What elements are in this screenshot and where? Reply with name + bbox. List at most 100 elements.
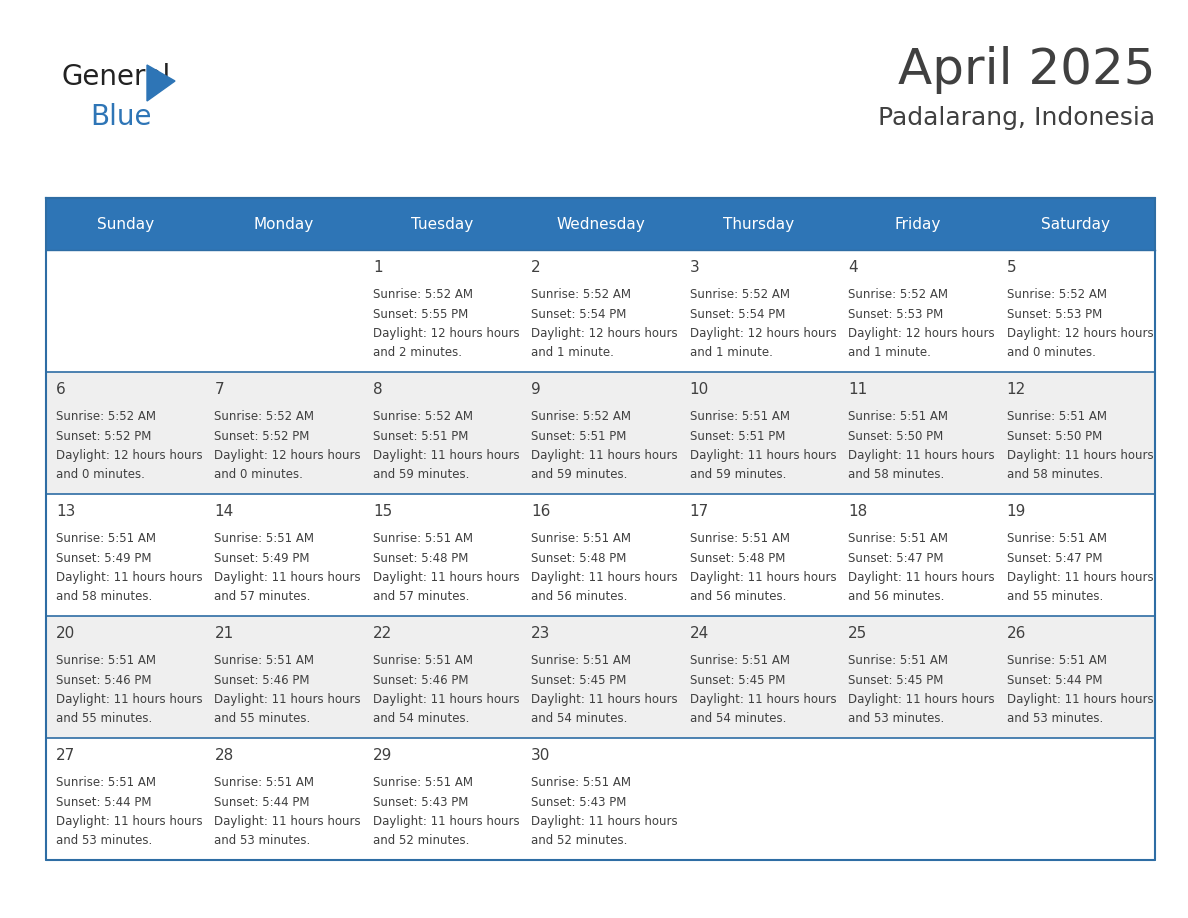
- Text: 30: 30: [531, 748, 551, 763]
- Text: Daylight: 12 hours hours: Daylight: 12 hours hours: [214, 449, 361, 462]
- Polygon shape: [147, 65, 175, 101]
- Bar: [362, 198, 522, 250]
- Text: Monday: Monday: [253, 217, 314, 231]
- Text: Sunset: 5:48 PM: Sunset: 5:48 PM: [690, 552, 785, 565]
- Text: Daylight: 11 hours hours: Daylight: 11 hours hours: [1006, 693, 1154, 706]
- Text: and 1 minute.: and 1 minute.: [848, 346, 931, 360]
- Text: and 56 minutes.: and 56 minutes.: [531, 590, 627, 603]
- Text: Sunset: 5:49 PM: Sunset: 5:49 PM: [214, 552, 310, 565]
- Text: Daylight: 11 hours hours: Daylight: 11 hours hours: [848, 693, 994, 706]
- Text: and 54 minutes.: and 54 minutes.: [531, 712, 627, 725]
- Text: Sunrise: 5:52 AM: Sunrise: 5:52 AM: [848, 288, 948, 301]
- Text: 25: 25: [848, 626, 867, 641]
- Text: Sunrise: 5:51 AM: Sunrise: 5:51 AM: [848, 410, 948, 423]
- Text: Sunset: 5:48 PM: Sunset: 5:48 PM: [531, 552, 626, 565]
- Text: 7: 7: [214, 382, 225, 397]
- Text: Sunset: 5:51 PM: Sunset: 5:51 PM: [690, 430, 785, 442]
- Bar: [839, 198, 997, 250]
- Text: Sunset: 5:44 PM: Sunset: 5:44 PM: [1006, 674, 1102, 687]
- Text: Daylight: 11 hours hours: Daylight: 11 hours hours: [690, 693, 836, 706]
- Text: Sunset: 5:53 PM: Sunset: 5:53 PM: [1006, 308, 1101, 320]
- Text: and 59 minutes.: and 59 minutes.: [531, 468, 627, 482]
- Text: Sunrise: 5:51 AM: Sunrise: 5:51 AM: [531, 776, 631, 789]
- Text: Friday: Friday: [895, 217, 941, 231]
- Bar: [46, 250, 1155, 372]
- Text: 29: 29: [373, 748, 392, 763]
- Text: Sunset: 5:43 PM: Sunset: 5:43 PM: [531, 796, 626, 809]
- Text: 17: 17: [690, 504, 709, 519]
- Bar: [46, 738, 1155, 860]
- Text: Sunrise: 5:51 AM: Sunrise: 5:51 AM: [56, 776, 156, 789]
- Bar: [46, 198, 204, 250]
- Text: Sunrise: 5:51 AM: Sunrise: 5:51 AM: [214, 532, 315, 545]
- Text: Daylight: 12 hours hours: Daylight: 12 hours hours: [56, 449, 203, 462]
- Text: and 57 minutes.: and 57 minutes.: [373, 590, 469, 603]
- Text: 8: 8: [373, 382, 383, 397]
- Text: and 54 minutes.: and 54 minutes.: [690, 712, 786, 725]
- Text: and 53 minutes.: and 53 minutes.: [214, 834, 311, 847]
- Text: Daylight: 11 hours hours: Daylight: 11 hours hours: [1006, 571, 1154, 584]
- Text: and 55 minutes.: and 55 minutes.: [56, 712, 152, 725]
- Text: 15: 15: [373, 504, 392, 519]
- Text: and 59 minutes.: and 59 minutes.: [373, 468, 469, 482]
- Text: Daylight: 11 hours hours: Daylight: 11 hours hours: [373, 571, 519, 584]
- Text: 20: 20: [56, 626, 75, 641]
- Text: 1: 1: [373, 260, 383, 275]
- Text: Sunset: 5:48 PM: Sunset: 5:48 PM: [373, 552, 468, 565]
- Text: Sunset: 5:53 PM: Sunset: 5:53 PM: [848, 308, 943, 320]
- Text: Daylight: 11 hours hours: Daylight: 11 hours hours: [848, 571, 994, 584]
- Text: Sunset: 5:54 PM: Sunset: 5:54 PM: [531, 308, 626, 320]
- Text: Sunrise: 5:52 AM: Sunrise: 5:52 AM: [690, 288, 790, 301]
- Text: Daylight: 11 hours hours: Daylight: 11 hours hours: [531, 815, 678, 828]
- Text: and 53 minutes.: and 53 minutes.: [56, 834, 152, 847]
- Text: Sunrise: 5:51 AM: Sunrise: 5:51 AM: [214, 776, 315, 789]
- Text: Sunset: 5:50 PM: Sunset: 5:50 PM: [1006, 430, 1101, 442]
- Text: Sunset: 5:45 PM: Sunset: 5:45 PM: [690, 674, 785, 687]
- Text: and 55 minutes.: and 55 minutes.: [1006, 590, 1102, 603]
- Text: and 54 minutes.: and 54 minutes.: [373, 712, 469, 725]
- Text: and 56 minutes.: and 56 minutes.: [690, 590, 786, 603]
- Text: Daylight: 11 hours hours: Daylight: 11 hours hours: [690, 449, 836, 462]
- Text: Sunrise: 5:51 AM: Sunrise: 5:51 AM: [531, 654, 631, 667]
- Text: 9: 9: [531, 382, 541, 397]
- Text: Sunset: 5:43 PM: Sunset: 5:43 PM: [373, 796, 468, 809]
- Text: April 2025: April 2025: [897, 46, 1155, 94]
- Text: Daylight: 11 hours hours: Daylight: 11 hours hours: [214, 693, 361, 706]
- Text: and 0 minutes.: and 0 minutes.: [214, 468, 303, 482]
- Text: Sunrise: 5:51 AM: Sunrise: 5:51 AM: [531, 532, 631, 545]
- Text: Daylight: 12 hours hours: Daylight: 12 hours hours: [690, 327, 836, 340]
- Text: Sunset: 5:55 PM: Sunset: 5:55 PM: [373, 308, 468, 320]
- Text: Daylight: 11 hours hours: Daylight: 11 hours hours: [531, 571, 678, 584]
- Text: Sunrise: 5:51 AM: Sunrise: 5:51 AM: [373, 654, 473, 667]
- Text: Daylight: 11 hours hours: Daylight: 11 hours hours: [690, 571, 836, 584]
- Text: Saturday: Saturday: [1042, 217, 1111, 231]
- Text: and 2 minutes.: and 2 minutes.: [373, 346, 462, 360]
- Text: Daylight: 11 hours hours: Daylight: 11 hours hours: [56, 693, 203, 706]
- Text: Padalarang, Indonesia: Padalarang, Indonesia: [878, 106, 1155, 130]
- Text: Blue: Blue: [90, 103, 152, 131]
- Text: Sunset: 5:54 PM: Sunset: 5:54 PM: [690, 308, 785, 320]
- Text: and 59 minutes.: and 59 minutes.: [690, 468, 786, 482]
- Text: Tuesday: Tuesday: [411, 217, 473, 231]
- Text: and 1 minute.: and 1 minute.: [690, 346, 772, 360]
- Text: 28: 28: [214, 748, 234, 763]
- Text: Sunset: 5:45 PM: Sunset: 5:45 PM: [848, 674, 943, 687]
- Text: 18: 18: [848, 504, 867, 519]
- Text: Daylight: 11 hours hours: Daylight: 11 hours hours: [531, 449, 678, 462]
- Text: Thursday: Thursday: [723, 217, 795, 231]
- Text: 14: 14: [214, 504, 234, 519]
- Text: Sunrise: 5:51 AM: Sunrise: 5:51 AM: [1006, 532, 1106, 545]
- Text: Daylight: 11 hours hours: Daylight: 11 hours hours: [848, 449, 994, 462]
- Text: Daylight: 11 hours hours: Daylight: 11 hours hours: [373, 815, 519, 828]
- Text: Daylight: 11 hours hours: Daylight: 11 hours hours: [373, 693, 519, 706]
- Text: Daylight: 12 hours hours: Daylight: 12 hours hours: [848, 327, 994, 340]
- Text: and 58 minutes.: and 58 minutes.: [848, 468, 944, 482]
- Text: Daylight: 11 hours hours: Daylight: 11 hours hours: [56, 815, 203, 828]
- Text: Sunrise: 5:51 AM: Sunrise: 5:51 AM: [1006, 654, 1106, 667]
- Text: and 1 minute.: and 1 minute.: [531, 346, 614, 360]
- Text: General: General: [62, 63, 171, 91]
- Text: Sunrise: 5:51 AM: Sunrise: 5:51 AM: [214, 654, 315, 667]
- Text: Sunrise: 5:52 AM: Sunrise: 5:52 AM: [531, 410, 631, 423]
- Text: and 58 minutes.: and 58 minutes.: [1006, 468, 1102, 482]
- Text: and 0 minutes.: and 0 minutes.: [1006, 346, 1095, 360]
